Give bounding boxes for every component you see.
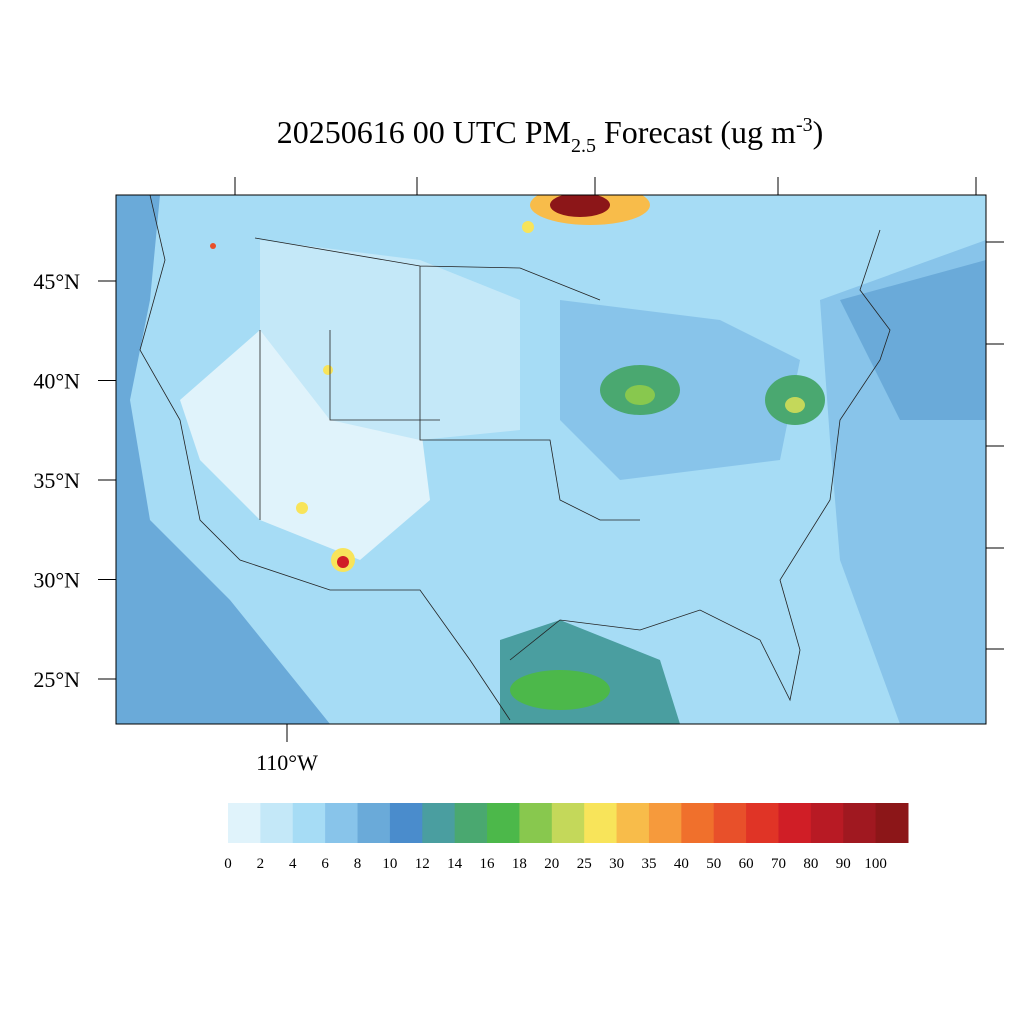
colorbar-box [357,803,391,843]
colorbar-label: 40 [674,856,689,872]
lat-label: 45°N [33,269,80,294]
colorbar-label: 2 [257,856,265,872]
lon-label: 110°W [256,750,318,775]
colorbar-label: 16 [480,856,496,872]
colorbar-box [746,803,779,843]
colorbar-box [616,803,650,843]
colorbar-box [648,803,682,843]
concentration-field [116,195,986,724]
colorbar-label: 4 [289,856,297,872]
colorbar-label: 25 [577,856,592,872]
title-main: 20250616 00 UTC PM [277,114,571,150]
colorbar-box [519,803,553,843]
colorbar-box [260,803,294,843]
colorbar-box [422,803,456,843]
colorbar-label: 18 [512,856,527,872]
colorbar-label: 80 [803,856,818,872]
lat-label: 40°N [33,369,80,394]
colorbar-label: 14 [447,856,463,872]
colorbar-label: 60 [739,856,754,872]
colorbar-box [778,803,812,843]
colorbar-box [292,803,326,843]
colorbar-label: 70 [771,856,786,872]
colorbar-label: 100 [864,856,887,872]
colorbar-box [454,803,488,843]
title-end: ) [813,114,824,150]
colorbar-label: 35 [641,856,656,872]
colorbar-box [325,803,359,843]
title: 20250616 00 UTC PM2.5 Forecast (ug m-3) [277,114,824,157]
title-sup: -3 [796,114,813,136]
colorbar-box [843,803,877,843]
lat-label: 25°N [33,667,80,692]
colorbar-box [389,803,423,843]
colorbar-box [228,803,261,843]
title-rest: Forecast (ug m [596,114,796,150]
lat-label: 30°N [33,568,80,593]
colorbar-box [551,803,585,843]
colorbar-box [875,803,909,843]
title-sub: 2.5 [571,135,596,157]
colorbar-label: 20 [544,856,559,872]
lat-label: 35°N [33,468,80,493]
colorbar-label: 8 [354,856,362,872]
colorbar-box [681,803,715,843]
colorbar-label: 50 [706,856,721,872]
colorbar-box [584,803,618,843]
colorbar-label: 6 [321,856,329,872]
colorbar-box [487,803,520,843]
colorbar-label: 10 [382,856,397,872]
colorbar-label: 30 [609,856,624,872]
colorbar-box [713,803,747,843]
colorbar-box [810,803,844,843]
colorbar-label: 12 [415,856,430,872]
colorbar-label: 90 [836,856,851,872]
colorbar-label: 0 [224,856,232,872]
frame-ticks [234,177,1004,650]
